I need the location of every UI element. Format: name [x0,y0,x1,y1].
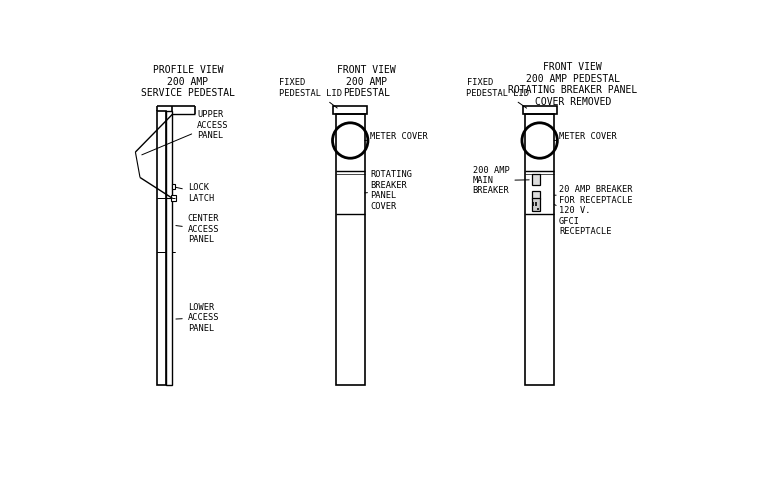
Bar [532,197,540,211]
Text: 20 AMP BREAKER
FOR RECEPTACLE: 20 AMP BREAKER FOR RECEPTACLE [554,185,632,205]
Text: 120 V.
GFCI
RECEPTACLE: 120 V. GFCI RECEPTACLE [554,205,611,236]
Text: METER COVER: METER COVER [554,132,616,141]
Bar [336,114,365,385]
Text: FRONT VIEW
200 AMP
PEDESTAL: FRONT VIEW 200 AMP PEDESTAL [337,65,396,98]
Text: METER COVER: METER COVER [365,132,428,141]
Text: LOCK
LATCH: LOCK LATCH [176,183,214,203]
Text: UPPER
ACCESS
PANEL: UPPER ACCESS PANEL [142,110,229,155]
Text: FIXED
PEDESTAL LID: FIXED PEDESTAL LID [467,78,530,108]
Text: FIXED
PEDESTAL LID: FIXED PEDESTAL LID [280,78,343,108]
Text: 200 AMP
MAIN
BREAKER: 200 AMP MAIN BREAKER [473,166,529,196]
Text: LOWER
ACCESS
PANEL: LOWER ACCESS PANEL [176,303,219,333]
Bar [532,174,540,185]
Text: PROFILE VIEW
200 AMP
SERVICE PEDESTAL: PROFILE VIEW 200 AMP SERVICE PEDESTAL [141,65,235,98]
Text: CENTER
ACCESS
PANEL: CENTER ACCESS PANEL [176,214,219,244]
Text: ROTATING
BREAKER
PANEL
COVER: ROTATING BREAKER PANEL COVER [365,171,412,211]
Bar [334,106,367,114]
Bar [171,195,176,201]
Bar [157,111,166,385]
Bar [172,185,176,189]
Bar [523,106,556,114]
Text: FRONT VIEW
200 AMP PEDESTAL
ROTATING BREAKER PANEL
COVER REMOVED: FRONT VIEW 200 AMP PEDESTAL ROTATING BRE… [508,62,638,107]
Bar [166,111,173,385]
Bar [532,191,540,199]
Bar [525,114,554,385]
